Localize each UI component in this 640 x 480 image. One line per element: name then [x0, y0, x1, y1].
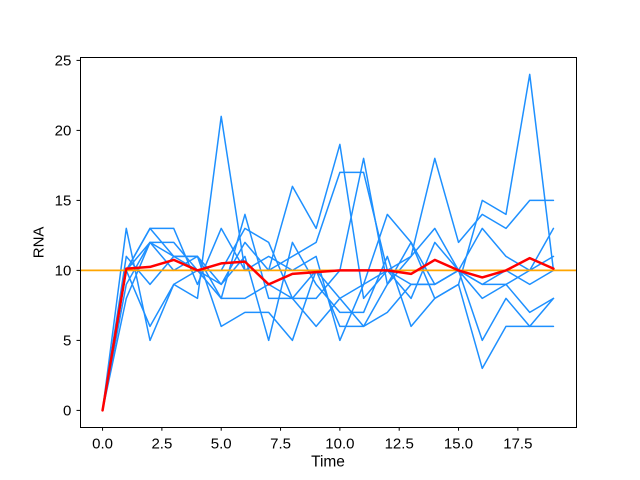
svg-text:RNA: RNA: [31, 227, 48, 259]
svg-text:0.0: 0.0: [92, 436, 113, 453]
svg-text:17.5: 17.5: [503, 436, 532, 453]
svg-text:10.0: 10.0: [325, 436, 354, 453]
svg-text:15: 15: [55, 193, 72, 210]
svg-text:7.5: 7.5: [270, 436, 291, 453]
svg-text:Time: Time: [311, 454, 345, 471]
svg-text:10: 10: [55, 263, 72, 280]
svg-text:15.0: 15.0: [444, 436, 473, 453]
svg-text:25: 25: [55, 53, 72, 70]
svg-text:5: 5: [63, 333, 71, 350]
svg-text:5.0: 5.0: [211, 436, 232, 453]
svg-text:0: 0: [63, 403, 71, 420]
svg-text:2.5: 2.5: [151, 436, 172, 453]
svg-text:12.5: 12.5: [385, 436, 414, 453]
svg-text:20: 20: [55, 123, 72, 140]
